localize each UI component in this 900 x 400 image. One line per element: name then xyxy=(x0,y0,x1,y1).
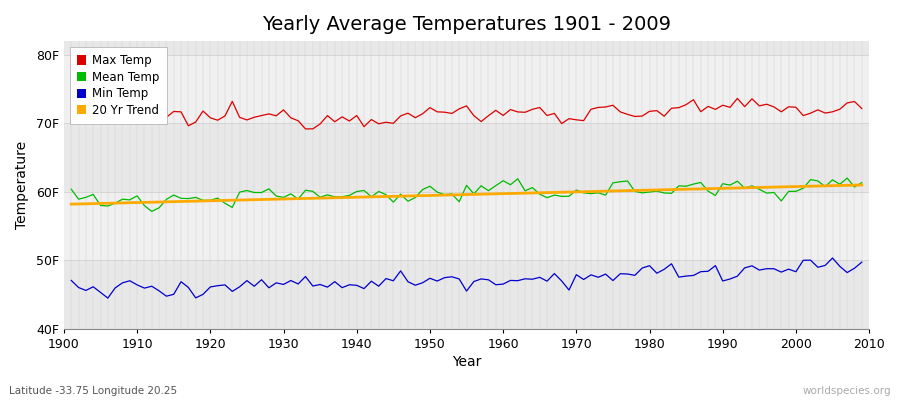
Mean Temp xyxy=(337,194,347,199)
Text: worldspecies.org: worldspecies.org xyxy=(803,386,891,396)
Min Temp xyxy=(103,296,113,300)
Min Temp xyxy=(498,282,508,286)
Mean Temp xyxy=(842,176,852,180)
Max Temp xyxy=(505,107,516,112)
X-axis label: Year: Year xyxy=(452,355,482,369)
20 Yr Trend xyxy=(124,200,135,205)
Mean Temp xyxy=(66,187,77,192)
Mean Temp xyxy=(593,190,604,195)
Max Temp xyxy=(857,106,868,111)
Line: Min Temp: Min Temp xyxy=(71,258,862,298)
Max Temp xyxy=(498,113,508,118)
Bar xyxy=(64,192,869,260)
Mean Temp xyxy=(857,180,868,185)
20 Yr Trend xyxy=(66,202,77,206)
Mean Temp xyxy=(505,182,516,187)
Min Temp xyxy=(827,256,838,260)
Line: 20 Yr Trend: 20 Yr Trend xyxy=(71,185,862,204)
Max Temp xyxy=(285,116,296,120)
Mean Temp xyxy=(292,197,303,202)
Max Temp xyxy=(124,112,135,117)
Max Temp xyxy=(337,114,347,119)
Bar xyxy=(64,55,869,123)
Max Temp xyxy=(732,96,742,101)
Min Temp xyxy=(505,278,516,283)
Max Temp xyxy=(66,119,77,124)
Legend: Max Temp, Mean Temp, Min Temp, 20 Yr Trend: Max Temp, Mean Temp, Min Temp, 20 Yr Tre… xyxy=(70,47,166,124)
Min Temp xyxy=(593,275,604,280)
Mean Temp xyxy=(147,209,158,214)
Mean Temp xyxy=(124,198,135,202)
Bar xyxy=(64,260,869,329)
20 Yr Trend xyxy=(285,196,296,201)
Y-axis label: Temperature: Temperature xyxy=(15,141,29,229)
20 Yr Trend xyxy=(329,195,340,200)
20 Yr Trend xyxy=(857,182,868,187)
Bar xyxy=(64,123,869,192)
Min Temp xyxy=(131,282,142,287)
20 Yr Trend xyxy=(498,191,508,196)
Min Temp xyxy=(66,278,77,283)
Text: Latitude -33.75 Longitude 20.25: Latitude -33.75 Longitude 20.25 xyxy=(9,386,177,396)
Mean Temp xyxy=(498,178,508,183)
20 Yr Trend xyxy=(586,189,597,194)
Min Temp xyxy=(292,282,303,286)
Line: Max Temp: Max Temp xyxy=(71,98,862,129)
Min Temp xyxy=(337,285,347,290)
Line: Mean Temp: Mean Temp xyxy=(71,178,862,212)
Max Temp xyxy=(593,105,604,110)
Title: Yearly Average Temperatures 1901 - 2009: Yearly Average Temperatures 1901 - 2009 xyxy=(262,15,671,34)
Min Temp xyxy=(857,260,868,264)
Max Temp xyxy=(300,126,310,131)
20 Yr Trend xyxy=(491,192,501,196)
